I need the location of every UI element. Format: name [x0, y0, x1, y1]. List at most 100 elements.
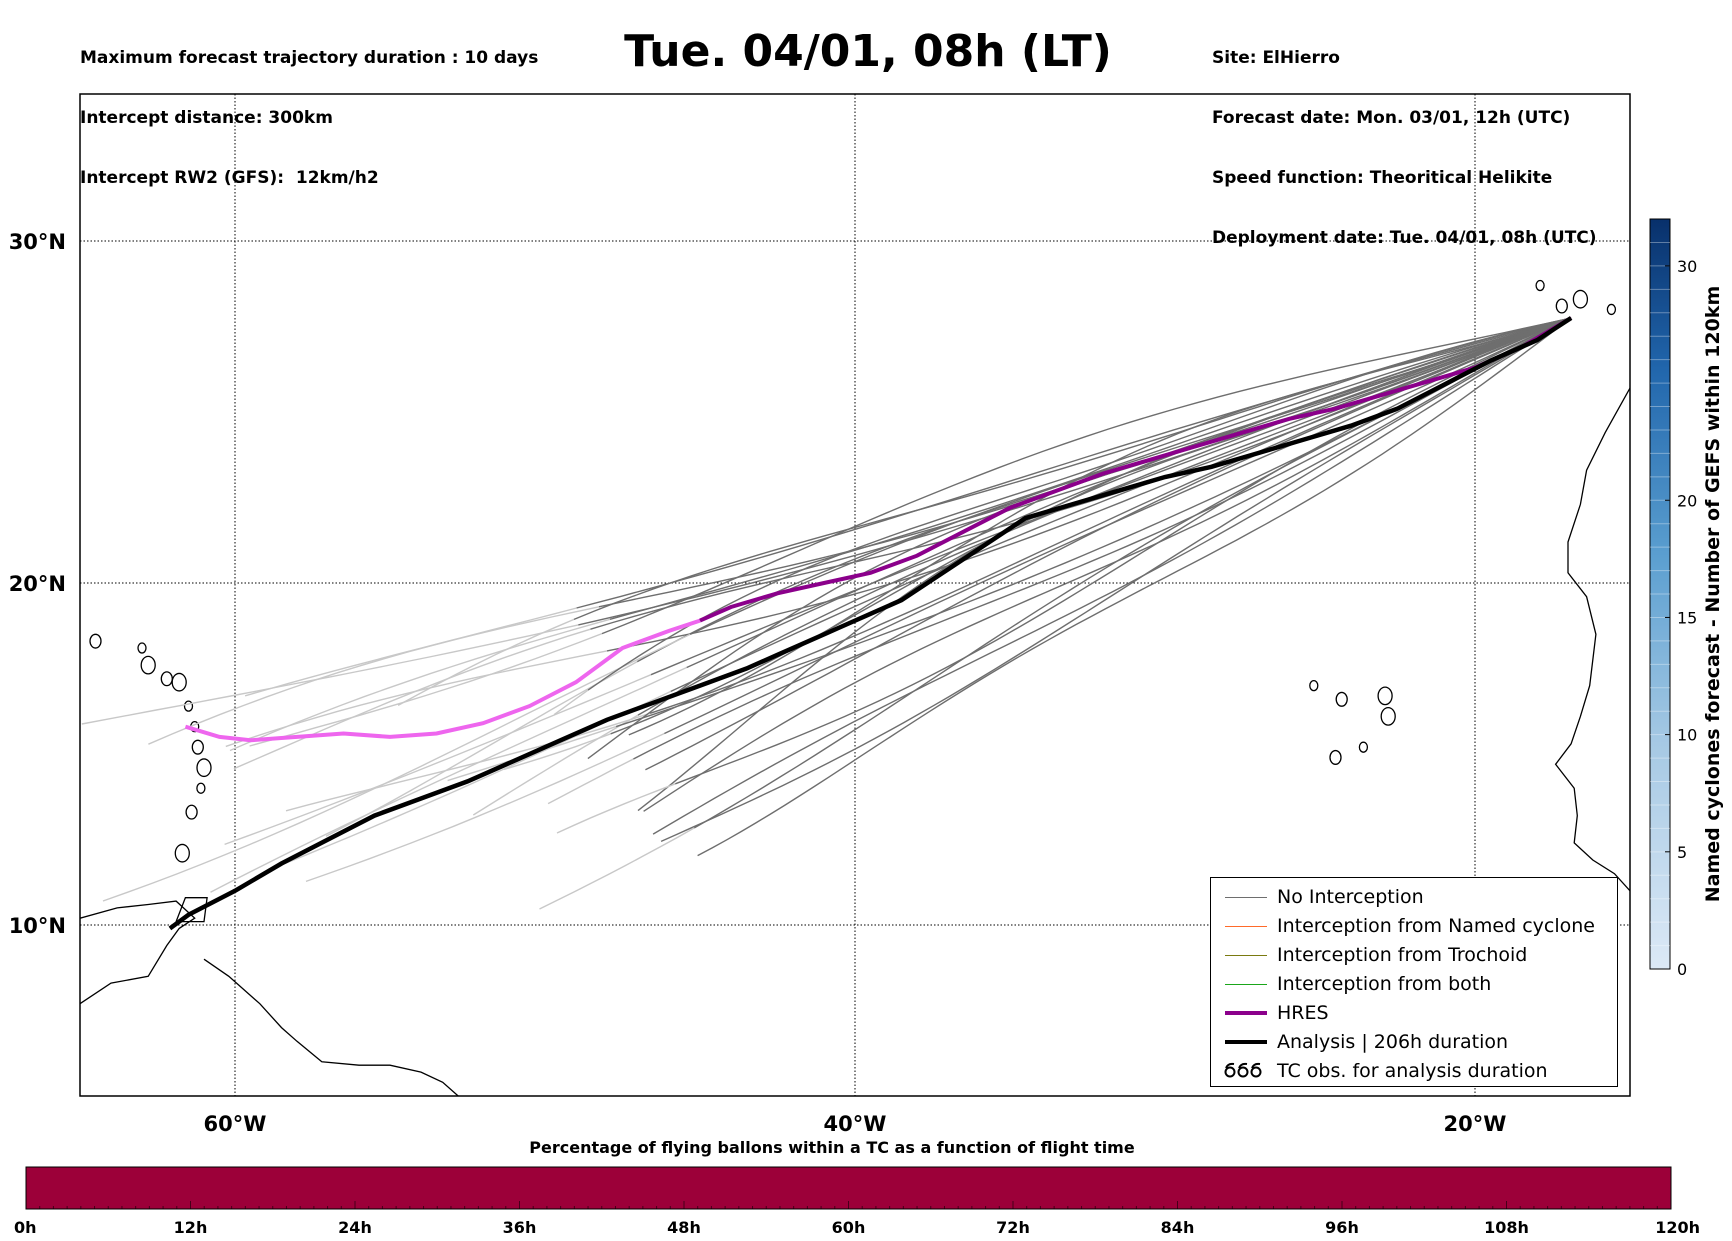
legend-item-both: Interception from both: [1217, 969, 1491, 998]
ensemble-track-late: [148, 606, 600, 745]
ensemble-track-late: [503, 733, 611, 771]
ensemble-track-early: [601, 317, 1572, 635]
ensemble-track-early: [675, 317, 1572, 785]
tc-symbol-icon: [1224, 1062, 1262, 1078]
lat-tick-label: 20°N: [9, 572, 66, 596]
ensemble-track-early: [578, 317, 1572, 626]
ensemble-track-late: [225, 650, 608, 748]
flight-time-tick-label: 12h: [174, 1218, 208, 1237]
hres-track-late: [184, 618, 701, 743]
ensemble-track-early: [628, 317, 1572, 736]
legend-line-black: [1225, 1039, 1267, 1044]
ensemble-track-late: [556, 783, 676, 834]
lon-tick-label: 40°W: [824, 1112, 887, 1136]
colorbar-tick-label: 15: [1677, 608, 1697, 627]
colorbar-tick-label: 0: [1677, 960, 1687, 979]
info-forecast-date: Forecast date: Mon. 03/01, 12h (UTC): [1212, 108, 1571, 128]
ensemble-track-late: [249, 632, 603, 747]
island-outline: [1309, 679, 1319, 692]
ensemble-track-early: [609, 317, 1572, 620]
flight-time-tick-label: 0h: [14, 1218, 37, 1237]
ensemble-track-early: [643, 317, 1572, 812]
ensemble-trajectories: [81, 317, 1572, 910]
island-outline: [1572, 289, 1589, 309]
lon-tick-label: 60°W: [204, 1112, 267, 1136]
info-deployment-date: Deployment date: Tue. 04/01, 08h (UTC): [1212, 228, 1597, 248]
colorbar: 0 5 10 15 20 30 Named cyclones forecast - Num…: [1649, 218, 1724, 979]
ensemble-track-early: [587, 317, 1572, 691]
legend-line-gray: [1225, 896, 1267, 898]
island-outline: [171, 672, 187, 692]
colorbar-tick-label: 10: [1677, 726, 1697, 745]
flight-time-tick-label: 84h: [1161, 1218, 1195, 1237]
legend: No Interception Interception from Named …: [1210, 877, 1618, 1087]
legend-item-analysis: Analysis | 206h duration: [1217, 1027, 1508, 1056]
flight-time-tick-label: 60h: [832, 1218, 866, 1237]
ensemble-track-late: [81, 624, 579, 725]
flight-time-tick-label: 24h: [338, 1218, 372, 1237]
colorbar-tick-label: 20: [1677, 491, 1697, 510]
ensemble-track-early: [576, 317, 1572, 609]
ensemble-track-late: [305, 732, 665, 883]
coastline-venezuela: [80, 900, 196, 1005]
info-max-duration: Maximum forecast trajectory duration : 1…: [80, 48, 539, 68]
ensemble-track-late: [224, 674, 652, 846]
island-outline: [1377, 686, 1393, 706]
legend-item-tc-obs: TC obs. for analysis duration: [1217, 1056, 1548, 1085]
hres-track-early: [699, 316, 1573, 623]
latitude-tick-labels: 10°N 20°N 30°N: [9, 230, 66, 938]
ensemble-track-late: [102, 633, 691, 902]
header-info-right: Site: ElHierro Forecast date: Mon. 03/01…: [1212, 8, 1597, 268]
island-outline: [89, 633, 102, 649]
flight-time-bar: 0h 12h 24h 36h 48h 60h 72h 84h 96h 108h 120h: [14, 1166, 1700, 1237]
island-outline: [191, 739, 204, 755]
island-outline: [185, 804, 198, 820]
colorbar-tick-label: 30: [1677, 257, 1697, 276]
flight-time-tick-label: 108h: [1484, 1218, 1529, 1237]
island-outline: [183, 700, 194, 712]
island-outline: [196, 758, 212, 778]
ensemble-track-early: [637, 317, 1572, 716]
legend-line-olive: [1225, 954, 1267, 956]
flight-time-tick-label: 96h: [1325, 1218, 1359, 1237]
ensemble-track-late: [539, 827, 695, 910]
longitude-tick-labels: 60°W 40°W 20°W: [204, 1112, 1507, 1136]
ensemble-track-late: [547, 758, 634, 805]
island-outline: [1380, 707, 1396, 726]
ensemble-track-early: [664, 317, 1572, 735]
island-outline: [140, 655, 156, 675]
legend-item-hres: HRES: [1217, 998, 1329, 1027]
ensemble-track-late: [210, 666, 687, 893]
flight-time-bar-title: Percentage of flying ballons within a TC…: [529, 1138, 1135, 1157]
island-outline: [1358, 741, 1369, 753]
ensemble-track-late: [553, 689, 589, 716]
flight-time-tick-label: 48h: [667, 1218, 701, 1237]
header-info-left: Maximum forecast trajectory duration : 1…: [80, 8, 538, 208]
map-frame: [79, 93, 1631, 1097]
coastline-guianas: [203, 958, 459, 1096]
colorbar-scale: [1649, 218, 1671, 970]
info-site: Site: ElHierro: [1212, 48, 1340, 68]
info-intercept-rw2: Intercept RW2 (GFS): 12km/h2: [80, 168, 379, 188]
main-tracks: [168, 316, 1573, 931]
ensemble-track-early: [660, 317, 1572, 843]
legend-item-named-cyclone: Interception from Named cyclone: [1217, 911, 1595, 940]
island-outline: [1535, 279, 1545, 292]
map-content: [80, 94, 1630, 1096]
flight-time-tick-label: 36h: [503, 1218, 537, 1237]
legend-line-green: [1225, 983, 1267, 985]
legend-item-trochoid: Interception from Trochoid: [1217, 940, 1527, 969]
lat-tick-label: 30°N: [9, 230, 66, 254]
info-speed-function: Speed function: Theoritical Helikite: [1212, 168, 1553, 188]
island-outline: [174, 843, 190, 863]
island-outline: [137, 642, 147, 654]
legend-item-no-interception: No Interception: [1217, 882, 1424, 911]
island-outline: [196, 782, 206, 794]
ensemble-track-late: [472, 714, 639, 816]
legend-line-purple: [1225, 1010, 1267, 1015]
page-title: Tue. 04/01, 08h (LT): [624, 26, 1112, 77]
info-intercept-distance: Intercept distance: 300km: [80, 108, 333, 128]
island-outline: [1329, 749, 1342, 765]
coastline-west-africa: [1554, 387, 1630, 892]
